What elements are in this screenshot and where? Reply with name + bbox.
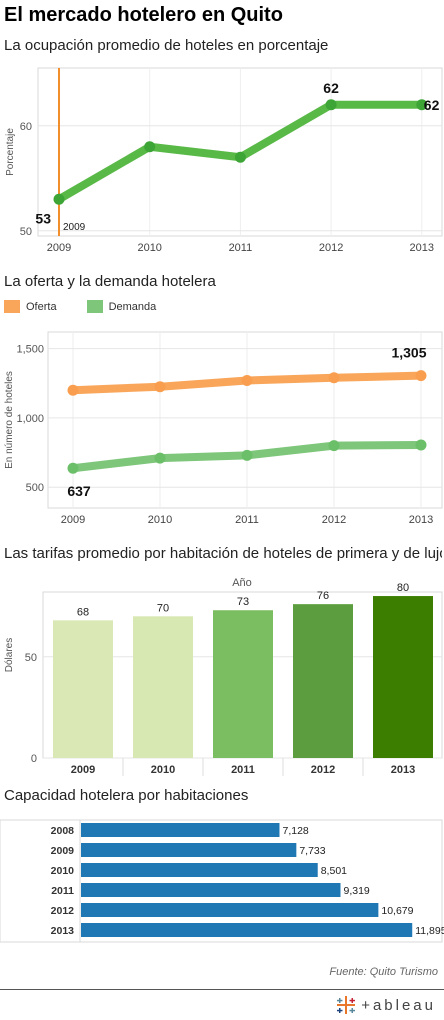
legend-label-oferta: Oferta: [26, 300, 57, 313]
chart1-ytick: 50: [20, 226, 32, 238]
chart3-ytick: 0: [31, 753, 37, 765]
chart3-bar-label: 76: [317, 590, 329, 602]
chart3-ytick: 50: [25, 652, 37, 664]
chart2-xtick: 2011: [235, 514, 259, 526]
chart2-point-demanda: [154, 452, 166, 464]
tableau-cross-icon: [337, 996, 356, 1014]
chart2-ytick: 1,000: [16, 413, 44, 425]
chart4-frame: [0, 819, 443, 943]
chart3-ylabel: Dólares: [4, 638, 15, 672]
chart1-data-label: 62: [424, 97, 440, 113]
chart2-legend[interactable]: Oferta Demanda: [4, 300, 156, 313]
chart2-point-oferta: [241, 375, 253, 387]
chart4-bar: [81, 883, 341, 897]
chart3-title: Las tarifas promedio por habitación de h…: [4, 545, 442, 562]
chart2-data-label-demanda: 637: [67, 483, 91, 499]
chart4-bar-label: 11,895: [415, 925, 444, 937]
chart1-reference-label: 2009: [63, 222, 86, 233]
chart4-ytick: 2008: [51, 825, 75, 837]
chart1-ytick: 60: [20, 121, 32, 133]
chart1-data-label: 62: [323, 80, 339, 96]
chart3-bar-label: 70: [157, 602, 169, 614]
chart4-ytick: 2009: [51, 845, 75, 857]
chart3-bar: [53, 620, 113, 758]
chart4-ytick: 2012: [51, 905, 75, 917]
chart1-ylabel: Porcentaje: [5, 128, 16, 176]
supply-demand-line-chart[interactable]: 500 1,000 1,500 En número de hoteles 2009 201…: [0, 322, 444, 530]
chart4-bar: [81, 923, 413, 937]
chart4-bar-label: 7,128: [282, 825, 308, 837]
chart3-bar: [213, 610, 273, 758]
occupancy-line-chart[interactable]: 50 60 Porcentaje 2009 2009 2010 2011 2012 2013 53…: [0, 60, 444, 260]
chart1-xtick: 2010: [137, 242, 161, 254]
footer-divider: [0, 989, 444, 990]
chart4-bar-label: 9,319: [343, 885, 369, 897]
chart1-point: [325, 99, 337, 111]
chart2-point-oferta: [154, 381, 166, 393]
chart2-xtick: 2010: [148, 514, 172, 526]
chart2-xtick: 2012: [322, 514, 346, 526]
chart2-ylabel: En número de hoteles: [4, 371, 15, 469]
chart4-title: Capacidad hotelera por habitaciones: [4, 787, 249, 804]
chart4-ytick: 2010: [51, 865, 75, 877]
room-rate-bar-chart[interactable]: Año 0 50 Dólares 68 2009 70 2010 73 2011 76 2012 80 2…: [0, 576, 444, 776]
legend-swatch-demanda: [86, 300, 103, 313]
chart1-point: [234, 151, 246, 163]
chart4-bar-label: 8,501: [321, 865, 347, 877]
chart3-bar-label: 68: [77, 606, 89, 618]
tableau-logo-text: +ableau: [361, 996, 436, 1014]
tableau-logo[interactable]: +ableau: [335, 994, 436, 1016]
chart3-xtick: 2013: [391, 764, 415, 776]
chart4-bar: [81, 843, 297, 857]
chart3-bar: [293, 604, 353, 758]
chart4-bar-label: 7,733: [299, 845, 325, 857]
chart1-point: [416, 99, 428, 111]
chart2-point-oferta: [328, 372, 340, 384]
chart1-xtick: 2013: [410, 242, 434, 254]
legend-label-demanda: Demanda: [108, 300, 157, 313]
chart2-point-demanda: [328, 440, 340, 452]
chart3-bar: [133, 616, 193, 758]
legend-swatch-oferta: [4, 300, 20, 313]
chart2-ytick: 1,500: [16, 344, 44, 356]
chart2-point-oferta: [67, 384, 79, 396]
chart1-data-label: 53: [35, 210, 51, 226]
chart2-point-demanda: [415, 439, 427, 451]
chart4-ytick: 2013: [51, 925, 75, 937]
chart4-bar: [81, 823, 280, 837]
source-note: Fuente: Quito Turismo: [329, 966, 438, 978]
chart2-frame: [47, 331, 443, 509]
chart2-point-oferta: [415, 370, 427, 382]
chart2-title: La oferta y la demanda hotelera: [4, 273, 216, 290]
chart1-point: [144, 141, 156, 153]
chart4-bar: [81, 863, 318, 877]
chart4-bar-label: 10,679: [381, 905, 413, 917]
chart3-xtick: 2009: [71, 764, 95, 776]
chart3-xtick: 2012: [311, 764, 335, 776]
chart1-xtick: 2009: [47, 242, 71, 254]
chart3-bar-label: 73: [237, 596, 249, 608]
chart2-data-label-oferta: 1,305: [391, 345, 426, 361]
chart1-xtick: 2012: [319, 242, 343, 254]
chart3-bar-label: 80: [397, 582, 409, 594]
chart4-ytick: 2011: [51, 885, 74, 897]
chart3-xtick: 2011: [231, 764, 255, 776]
chart2-point-demanda: [67, 462, 79, 474]
chart1-title: La ocupación promedio de hoteles en porc…: [4, 37, 329, 54]
chart2-xtick: 2009: [61, 514, 85, 526]
chart4-bar: [81, 903, 379, 917]
chart2-point-demanda: [241, 449, 253, 461]
chart3-x-header: Año: [232, 577, 252, 589]
chart1-point: [53, 193, 65, 205]
chart3-bar: [373, 596, 433, 758]
capacity-bar-chart[interactable]: 7,128 2008 7,733 2009 8,501 2010 9,319 2011 10,6…: [0, 818, 444, 944]
chart3-xtick: 2010: [151, 764, 175, 776]
chart2-xtick: 2013: [409, 514, 433, 526]
legend-item-oferta[interactable]: Oferta: [4, 300, 57, 313]
legend-item-demanda[interactable]: Demanda: [86, 300, 157, 313]
chart2-ytick: 500: [26, 482, 44, 494]
page-title: El mercado hotelero en Quito: [4, 4, 283, 26]
chart1-xtick: 2011: [229, 242, 253, 254]
